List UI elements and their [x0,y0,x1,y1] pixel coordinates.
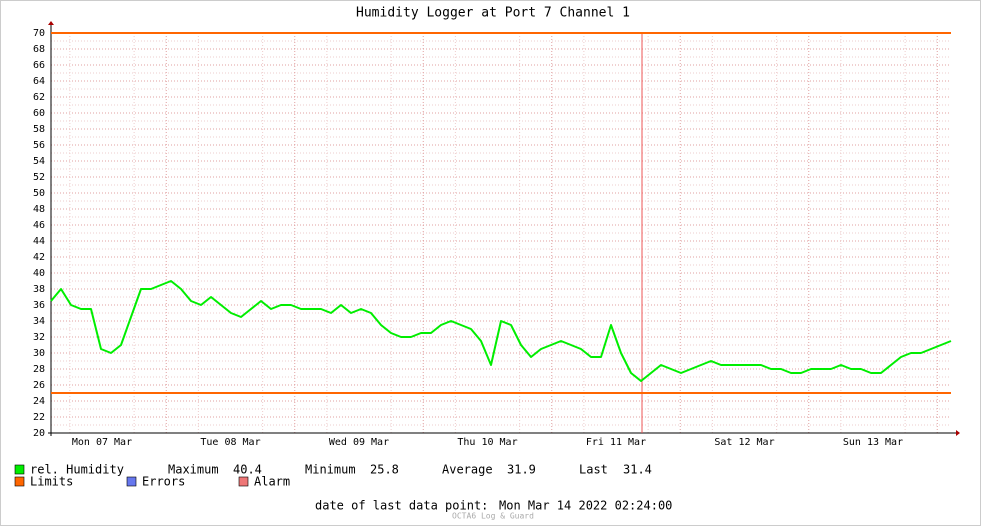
y-tick-label: 42 [33,252,45,263]
y-tick-label: 60 [33,108,45,119]
x-tick-label: Sat 12 Mar [714,437,774,448]
footer-value: Mon Mar 14 2022 02:24:00 [499,499,672,513]
y-tick-label: 64 [33,76,45,87]
y-tick-label: 28 [33,364,45,375]
stat-label: Minimum [305,463,356,477]
legend-label: Limits [30,475,73,489]
stat-label: Average [442,463,493,477]
legend-swatch [14,464,25,475]
y-tick-label: 62 [33,92,45,103]
x-arrow [956,430,960,436]
y-tick-label: 50 [33,188,45,199]
footer-label: date of last data point: [315,499,488,513]
y-tick-label: 34 [33,316,45,327]
legend-swatch [14,476,25,487]
x-tick-label: Wed 09 Mar [329,437,389,448]
y-tick-label: 24 [33,396,45,407]
y-tick-label: 44 [33,236,45,247]
x-tick-label: Tue 08 Mar [200,437,260,448]
humidity-line [50,280,952,382]
y-tick-label: 52 [33,172,45,183]
x-tick-label: Fri 11 Mar [586,437,646,448]
y-tick-label: 70 [33,28,45,39]
x-tick-label: Sun 13 Mar [843,437,903,448]
x-tick-label: Thu 10 Mar [457,437,517,448]
y-tick-label: 56 [33,140,45,151]
y-tick-label: 48 [33,204,45,215]
stat-label: Maximum [168,463,219,477]
legend-swatch [126,476,137,487]
y-tick-label: 46 [33,220,45,231]
x-tick-label: Mon 07 Mar [72,437,132,448]
y-tick-label: 32 [33,332,45,343]
y-tick-label: 22 [33,412,45,423]
stat-value: 25.8 [370,463,399,477]
legend-label: Alarm [254,475,290,489]
y-arrow [48,21,54,25]
chart-title: Humidity Logger at Port 7 Channel 1 [356,6,630,21]
y-tick-label: 66 [33,60,45,71]
y-tick-label: 68 [33,44,45,55]
stat-value: 31.9 [507,463,536,477]
watermark: OCTA6 Log & Guard [452,512,534,521]
y-tick-label: 26 [33,380,45,391]
legend-label: Errors [142,475,185,489]
stat-label: Last [579,463,608,477]
y-tick-label: 40 [33,268,45,279]
stat-value: 31.4 [623,463,652,477]
legend-swatch [238,476,249,487]
y-tick-label: 54 [33,156,45,167]
stat-value: 40.4 [233,463,262,477]
legend-label: rel. Humidity [30,463,124,477]
y-tick-label: 30 [33,348,45,359]
y-tick-label: 38 [33,284,45,295]
y-tick-label: 36 [33,300,45,311]
y-tick-label: 20 [33,428,45,439]
y-tick-label: 58 [33,124,45,135]
